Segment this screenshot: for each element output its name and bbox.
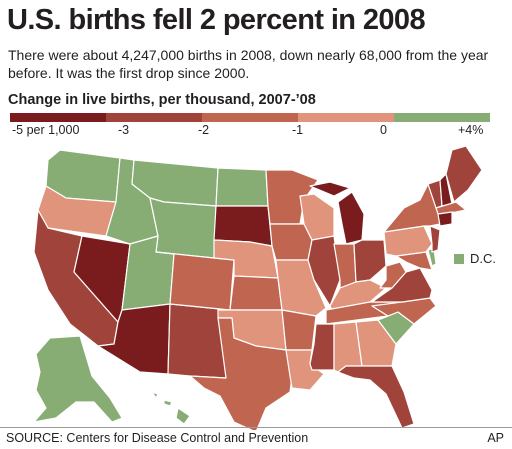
legend-tick-3: -1 — [292, 123, 304, 137]
state-WY — [149, 197, 217, 259]
state-ND — [215, 167, 269, 207]
footer-rule — [0, 427, 512, 428]
state-KS — [229, 275, 283, 311]
state-TX — [189, 317, 295, 430]
dc-label: D.C. — [470, 251, 496, 266]
state-FL — [337, 365, 415, 429]
state-AR — [281, 309, 317, 351]
legend-title: Change in live births, per thousand, 200… — [8, 92, 316, 108]
dc-swatch — [454, 254, 464, 264]
credit: AP — [487, 431, 504, 445]
state-MA — [435, 201, 467, 215]
legend-color-bar — [10, 113, 490, 122]
state-AK — [33, 335, 123, 423]
state-HI — [151, 391, 191, 425]
state-IA — [269, 223, 313, 261]
legend-tick-0: -5 per 1,000 — [12, 123, 80, 137]
source-note: SOURCE: Centers for Disease Control and … — [6, 431, 309, 445]
legend-swatch-2 — [202, 113, 298, 122]
state-ME — [445, 145, 483, 203]
state-CT — [437, 211, 453, 227]
legend-swatch-1 — [106, 113, 202, 122]
legend-swatch-3 — [298, 113, 394, 122]
legend-swatch-0 — [10, 113, 106, 122]
headline: U.S. births fell 2 percent in 2008 — [7, 4, 426, 36]
state-LA — [285, 349, 325, 391]
legend-tick-5: +4% — [458, 123, 484, 137]
legend-tick-4: 0 — [380, 123, 387, 137]
legend-tick-1: -3 — [118, 123, 130, 137]
legend-tick-2: -2 — [198, 123, 210, 137]
subhead: There were about 4,247,000 births in 200… — [8, 47, 489, 81]
us-states-map — [33, 145, 483, 430]
state-WV — [379, 261, 407, 289]
state-NJ — [429, 225, 441, 253]
legend-swatch-4 — [394, 113, 490, 122]
state-OH — [353, 239, 387, 283]
